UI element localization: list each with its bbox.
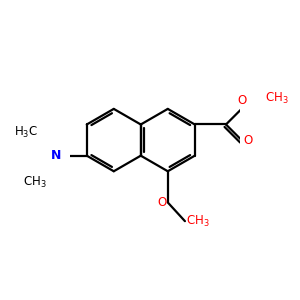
Text: CH$_3$: CH$_3$ <box>22 175 46 190</box>
Text: O: O <box>237 94 246 107</box>
Text: N: N <box>50 149 61 162</box>
Text: CH$_3$: CH$_3$ <box>186 214 210 229</box>
Text: O: O <box>158 196 166 209</box>
Text: O: O <box>243 134 253 147</box>
Text: CH$_3$: CH$_3$ <box>265 90 288 106</box>
Text: H$_3$C: H$_3$C <box>14 125 38 140</box>
